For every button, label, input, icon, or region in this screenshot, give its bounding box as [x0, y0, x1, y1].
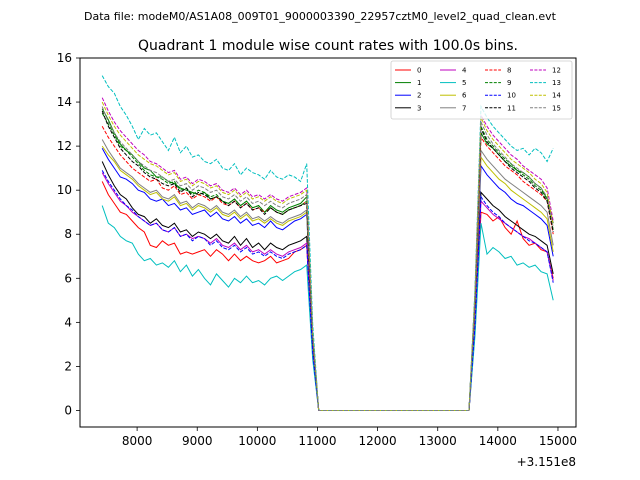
- legend-label-11: 11: [507, 104, 516, 112]
- legend-label-4: 4: [462, 67, 467, 75]
- legend-label-10: 10: [507, 92, 516, 100]
- y-tick-label: 8: [64, 227, 72, 241]
- y-tick-label: 12: [57, 139, 72, 153]
- series-line-13: [101, 75, 554, 411]
- series-line-12: [101, 97, 554, 411]
- legend-frame: [390, 60, 573, 120]
- legend-label-2: 2: [417, 92, 421, 100]
- series-line-0: [101, 181, 554, 411]
- series-line-11: [101, 110, 554, 411]
- x-axis: 8000 9000 10000 11000 12000 13000 14000 15000: [122, 427, 577, 448]
- y-tick-label: 4: [64, 315, 72, 329]
- x-tick-label: 13000: [419, 434, 457, 448]
- series-line-4: [101, 172, 554, 411]
- x-tick-label: 12000: [359, 434, 397, 448]
- legend-label-7: 7: [462, 104, 466, 112]
- figure-suptitle: Data file: modeM0/AS1A08_009T01_90000033…: [84, 10, 557, 23]
- series-line-1: [101, 108, 554, 411]
- x-offset-label: +3.151e8: [517, 455, 576, 469]
- series-line-14: [101, 101, 554, 411]
- legend-label-5: 5: [462, 79, 466, 87]
- plot-frame: [79, 57, 577, 428]
- legend-label-1: 1: [417, 79, 421, 87]
- series-line-5: [101, 205, 554, 411]
- legend-label-13: 13: [552, 79, 561, 87]
- legend-label-0: 0: [417, 67, 421, 75]
- x-tick-label: 9000: [182, 434, 213, 448]
- legend-label-6: 6: [462, 92, 467, 100]
- y-axis: 0 2 4 6 8 10 12 14 16: [57, 51, 80, 417]
- legend-label-14: 14: [552, 92, 561, 100]
- legend-label-15: 15: [552, 104, 561, 112]
- chart-title: Quadrant 1 module wise count rates with …: [138, 38, 518, 54]
- x-tick-label: 8000: [122, 434, 153, 448]
- y-tick-label: 6: [64, 271, 72, 285]
- x-tick-label: 15000: [539, 434, 577, 448]
- y-tick-label: 16: [57, 51, 72, 65]
- series-line-10: [101, 170, 554, 411]
- legend-label-12: 12: [552, 67, 561, 75]
- series-layer: [101, 75, 554, 411]
- series-line-8: [101, 126, 554, 411]
- x-tick-label: 11000: [298, 434, 336, 448]
- series-line-3: [101, 161, 554, 411]
- y-tick-label: 14: [57, 95, 72, 109]
- series-line-7: [101, 139, 554, 411]
- series-line-2: [101, 148, 554, 411]
- y-tick-label: 2: [64, 359, 72, 373]
- series-line-6: [101, 145, 554, 411]
- x-tick-label: 14000: [479, 434, 517, 448]
- x-tick-label: 10000: [238, 434, 276, 448]
- y-tick-label: 0: [64, 403, 72, 417]
- series-line-9: [101, 112, 554, 411]
- legend-label-9: 9: [507, 79, 511, 87]
- series-line-15: [101, 106, 554, 411]
- legend-label-8: 8: [507, 67, 511, 75]
- y-tick-label: 10: [57, 183, 72, 197]
- legend-label-3: 3: [417, 104, 421, 112]
